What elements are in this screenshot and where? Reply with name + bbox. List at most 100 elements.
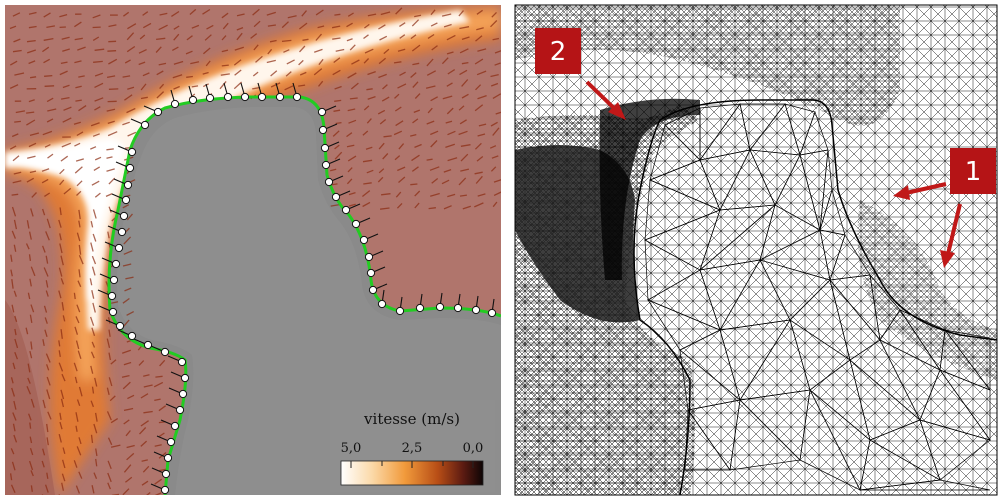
- interface-marker: [108, 307, 118, 317]
- interface-marker: [170, 421, 180, 431]
- velocity-vector: [26, 119, 36, 126]
- velocity-vector: [494, 50, 501, 54]
- interface-marker: [115, 321, 125, 331]
- interface-marker: [160, 485, 170, 495]
- velocity-vector: [153, 381, 164, 388]
- velocity-vector: [446, 34, 456, 41]
- velocity-vector: [315, 9, 324, 16]
- velocity-vector: [393, 130, 403, 136]
- interface-marker: [257, 92, 267, 102]
- velocity-vector: [411, 44, 421, 52]
- velocity-vector: [460, 144, 471, 147]
- velocity-vector: [347, 167, 353, 173]
- interface-marker: [377, 299, 387, 309]
- callout-1-box: [950, 148, 996, 194]
- velocity-vector: [430, 9, 436, 16]
- velocity-vector: [13, 38, 21, 43]
- velocity-vector: [90, 365, 94, 374]
- velocity-vector: [315, 33, 322, 41]
- velocity-vector: [492, 127, 500, 136]
- velocity-vector: [123, 319, 130, 327]
- solid-outline: [659, 99, 997, 341]
- velocity-vector: [159, 83, 165, 90]
- interface-marker: [331, 192, 341, 202]
- velocity-vector: [107, 231, 110, 239]
- callout-2-arrowhead: [608, 102, 626, 120]
- velocity-vector: [362, 130, 369, 136]
- velocity-vector: [26, 220, 30, 229]
- velocity-vector: [221, 35, 227, 41]
- velocity-vector: [108, 377, 113, 387]
- velocity-vector: [431, 45, 438, 51]
- callout-1-arrowhead-b: [940, 250, 955, 268]
- velocity-vector: [490, 73, 499, 78]
- interface-marker: [324, 177, 334, 187]
- velocity-vector: [110, 418, 119, 424]
- velocity-vector: [30, 76, 37, 79]
- interface-marker: [364, 252, 374, 262]
- velocity-vector: [91, 180, 100, 186]
- interface-marker: [223, 92, 233, 102]
- interface-marker: [351, 219, 361, 229]
- velocity-vector: [93, 472, 98, 480]
- velocity-vector: [94, 48, 105, 51]
- velocity-vector: [474, 142, 482, 150]
- velocity-vector: [106, 148, 114, 151]
- velocity-vector: [173, 33, 180, 41]
- interface-marker: [123, 180, 133, 190]
- velocity-vector: [474, 104, 484, 112]
- velocity-vector: [74, 166, 83, 174]
- velocity-vector: [61, 482, 65, 491]
- velocity-vector: [44, 484, 49, 493]
- velocity-vector: [426, 58, 434, 67]
- interface-marker: [471, 305, 481, 315]
- velocity-vector: [29, 278, 32, 287]
- velocity-vector: [281, 21, 289, 29]
- velocity-vector: [458, 10, 464, 17]
- velocity-vector: [76, 131, 84, 137]
- velocity-vector: [92, 36, 100, 41]
- velocity-vector: [476, 155, 484, 162]
- velocity-vector: [62, 315, 66, 322]
- velocity-vector: [494, 62, 501, 66]
- velocity-vector: [76, 180, 83, 187]
- velocity-vector: [94, 97, 104, 102]
- velocity-vector: [491, 11, 497, 18]
- velocity-vector: [189, 8, 197, 15]
- velocity-vector: [73, 121, 81, 125]
- velocity-vector: [41, 494, 44, 495]
- velocity-vector: [106, 338, 111, 349]
- velocity-vector: [12, 49, 22, 53]
- velocity-vector: [122, 488, 130, 495]
- velocity-vector: [46, 437, 49, 446]
- callout-1-label: 1: [965, 157, 982, 187]
- velocity-vector: [62, 48, 70, 52]
- velocity-vector: [236, 32, 243, 41]
- velocity-vector: [11, 133, 19, 138]
- interface-marker: [177, 357, 187, 367]
- velocity-vector: [443, 168, 452, 173]
- velocity-vector: [156, 91, 165, 99]
- velocity-vector: [122, 381, 131, 390]
- velocity-vector: [29, 447, 34, 456]
- velocity-vector: [42, 46, 50, 53]
- callout-1-arrow-a: [905, 182, 947, 195]
- velocity-vector: [90, 351, 95, 359]
- velocity-vector: [475, 84, 482, 91]
- velocity-vector: [42, 339, 45, 347]
- velocity-vector: [11, 279, 14, 289]
- velocity-vector: [430, 130, 439, 136]
- velocity-vector: [394, 106, 402, 112]
- interface-marker: [205, 93, 215, 103]
- velocity-vector: [447, 130, 456, 136]
- velocity-vector: [138, 360, 145, 366]
- velocity-vector: [284, 85, 294, 91]
- velocity-vector: [92, 14, 101, 19]
- velocity-vector: [411, 154, 420, 162]
- velocity-vector: [331, 25, 341, 29]
- velocity-vector: [75, 99, 82, 102]
- velocity-vector: [125, 430, 131, 437]
- velocity-vector: [414, 14, 422, 18]
- velocity-vector: [121, 374, 130, 378]
- velocity-vector: [399, 34, 406, 39]
